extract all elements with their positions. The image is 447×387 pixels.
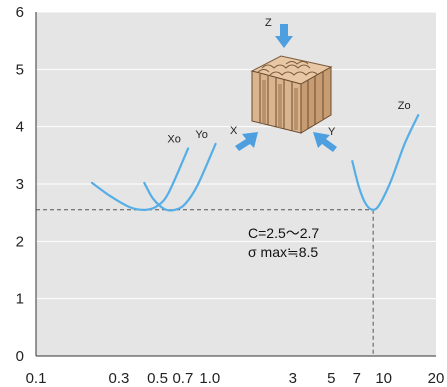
curve-labels: Xo Yo Zo (167, 100, 410, 145)
annotation-sigma-max: σ max≒8.5 (248, 244, 318, 260)
y-axis-ticks: 0 1 2 3 4 5 6 (16, 4, 24, 365)
x-tick-label: 20 (428, 370, 445, 387)
x-tick-label: 10 (375, 370, 392, 387)
x-tick-label: 0.3 (109, 370, 130, 387)
curves (90, 114, 420, 212)
reference-lines (36, 209, 374, 356)
y-tick-label: 6 (16, 4, 24, 21)
arrow-y: Y (313, 126, 337, 152)
y-tick-label: 0 (16, 348, 24, 365)
y-tick-label: 1 (16, 291, 24, 308)
arrow-z-label: Z (265, 17, 272, 29)
x-axis-ticks: 0.1 0.3 0.5 0.7 1.0 3 5 7 10 20 (26, 370, 445, 387)
arrow-x-label: X (230, 125, 238, 137)
curve-yo (143, 142, 217, 212)
curve-label-xo: Xo (167, 133, 180, 145)
y-tick-label: 5 (16, 61, 24, 78)
x-tick-label: 7 (353, 370, 361, 387)
arrow-z-icon (275, 24, 293, 48)
honeycomb-core-illustration (250, 55, 333, 134)
x-tick-label: 0.1 (26, 370, 47, 387)
x-tick-label: 0.7 (172, 370, 193, 387)
x-tick-label: 1.0 (199, 370, 220, 387)
curve-label-yo: Yo (195, 129, 207, 141)
arrow-x: X (230, 125, 258, 151)
honeycomb-wall-shading (262, 80, 298, 130)
curve-zo (351, 114, 420, 211)
arrow-x-icon (235, 132, 258, 151)
honeycomb-walls (259, 72, 324, 131)
honeycomb-cells (257, 61, 319, 76)
annotation-c-range: C=2.5～2.7 (248, 225, 319, 241)
x-tick-label: 0.5 (147, 370, 168, 387)
y-tick-label: 4 (16, 119, 24, 136)
x-tick-label: 5 (327, 370, 335, 387)
curve-xo (90, 147, 190, 211)
arrow-y-label: Y (328, 126, 336, 138)
x-tick-label: 3 (289, 370, 297, 387)
y-tick-label: 3 (16, 176, 24, 193)
arrow-z: Z (265, 17, 293, 48)
curve-label-zo: Zo (398, 100, 411, 112)
arrow-y-icon (313, 132, 337, 152)
grid (35, 11, 436, 357)
y-tick-label: 2 (16, 233, 24, 250)
